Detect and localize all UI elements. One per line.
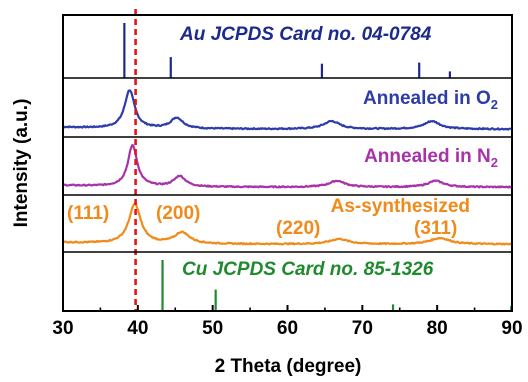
x-tick-label-0: 30 [52,318,73,339]
panel-as-synth [62,202,513,246]
y-axis-title: Intensity (a.u.) [11,99,32,228]
as-synth-label: As-synthesized [331,196,470,217]
x-tick-label-6: 90 [501,318,522,339]
x-tick-label-5: 80 [427,318,448,339]
peak-label-0: (111) [67,203,109,224]
x-axis-title: 2 Theta (degree) [215,356,362,377]
as-synth-label-text: As-synthesized [331,196,470,217]
plot-frame [62,14,513,312]
n2-label-subscript: 2 [491,155,498,170]
as-synth-pattern-line [62,202,513,246]
x-axis: 30 40 50 60 70 80 90 [52,305,523,339]
panel-n2 [62,144,513,189]
cu-ref-label: Cu JCPDS Card no. 85-1326 [182,259,434,280]
x-tick-label-3: 60 [277,318,298,339]
o2-label-subscript: 2 [491,97,498,112]
au-ref-label-text: Au JCPDS Card no. 04-0784 [179,24,432,45]
x-tick-label-4: 70 [352,318,373,339]
peak-label-3: (311) [414,218,457,239]
o2-label: Annealed in O2 [363,88,498,112]
panel-o2 [62,89,513,131]
cu-ref-label-text: Cu JCPDS Card no. 85-1326 [182,259,434,280]
n2-label: Annealed in N2 [364,146,498,170]
peak-label-2: (220) [276,218,320,239]
peak-label-1: (200) [156,203,200,224]
au-ref-label: Au JCPDS Card no. 04-0784 [179,24,432,45]
x-tick-label-2: 50 [202,318,223,339]
n2-label-text: Annealed in N [364,146,491,167]
x-tick-label-1: 40 [127,318,148,339]
panel-au-ref [123,23,451,78]
n2-pattern-line [62,144,513,189]
o2-label-text: Annealed in O [363,88,491,109]
o2-pattern-line [62,89,513,131]
